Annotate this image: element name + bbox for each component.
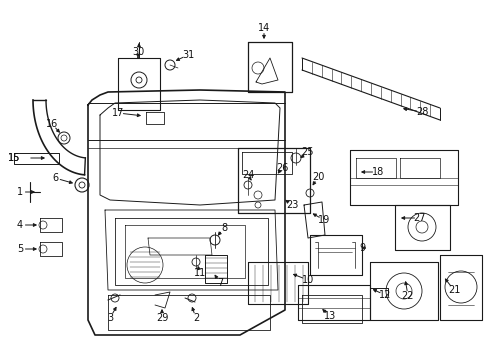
- Text: 18: 18: [371, 167, 384, 177]
- Text: 1: 1: [17, 187, 23, 197]
- Text: 28: 28: [415, 107, 427, 117]
- Text: 8: 8: [221, 223, 226, 233]
- Text: 23: 23: [285, 200, 298, 210]
- Text: 9: 9: [358, 243, 365, 253]
- Text: 19: 19: [317, 215, 329, 225]
- Text: 13: 13: [323, 311, 335, 321]
- Text: 31: 31: [182, 50, 194, 60]
- Text: 20: 20: [311, 172, 324, 182]
- Text: 25: 25: [301, 147, 314, 157]
- Text: 4: 4: [17, 220, 23, 230]
- Text: 17: 17: [112, 108, 124, 118]
- Text: 3: 3: [107, 313, 113, 323]
- Text: 11: 11: [193, 268, 206, 278]
- Text: 15: 15: [8, 153, 20, 163]
- Text: 6: 6: [52, 173, 58, 183]
- Text: 16: 16: [46, 119, 58, 129]
- Text: 15: 15: [8, 153, 20, 163]
- Text: 21: 21: [447, 285, 459, 295]
- Text: 14: 14: [257, 23, 269, 33]
- Text: 12: 12: [378, 290, 390, 300]
- Text: 30: 30: [132, 47, 144, 57]
- Text: 2: 2: [192, 313, 199, 323]
- Text: 26: 26: [275, 163, 287, 173]
- Text: 7: 7: [217, 278, 223, 288]
- Text: 10: 10: [301, 275, 313, 285]
- Text: 24: 24: [242, 170, 254, 180]
- Text: 5: 5: [17, 244, 23, 254]
- Text: 22: 22: [401, 291, 413, 301]
- Text: 27: 27: [413, 213, 426, 223]
- Text: 29: 29: [156, 313, 168, 323]
